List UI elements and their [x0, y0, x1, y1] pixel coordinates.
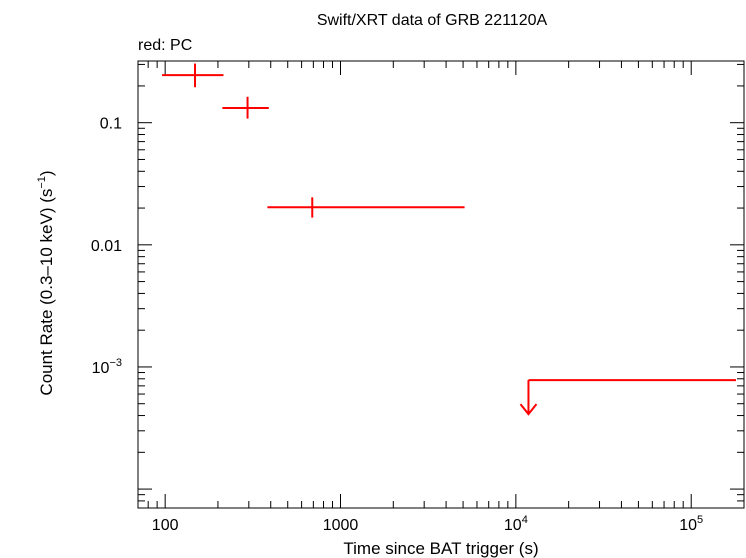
x-tick-label: 104	[504, 514, 528, 534]
x-tick-label: 1000	[323, 517, 359, 534]
data-marks	[162, 63, 736, 416]
y-tick-label: 10−3	[92, 357, 122, 377]
x-tick-label: 100	[152, 517, 179, 534]
x-axis-label: Time since BAT trigger (s)	[343, 539, 538, 558]
chart-subtitle: red: PC	[138, 37, 192, 54]
data-point	[162, 63, 224, 88]
x-tick-label: 105	[679, 514, 703, 534]
y-axis-label-main: Count Rate (0.3–10 keV) (s	[37, 189, 56, 396]
chart-title: Swift/XRT data of GRB 221120A	[317, 12, 548, 29]
data-point	[267, 197, 465, 218]
upper-limit-arrow-head	[519, 403, 538, 416]
y-axis-label: Count Rate (0.3–10 keV) (s−1)	[36, 170, 56, 395]
y-tick-label: 0.01	[91, 238, 122, 255]
y-tick-labels: 0.1 0.01 10−3	[91, 116, 122, 377]
data-point	[222, 96, 269, 119]
upper-limit	[519, 379, 736, 416]
y-axis-label-close: )	[37, 170, 56, 176]
x-tick-labels: 100 1000 104 105	[152, 514, 703, 534]
y-tick-label: 0.1	[100, 116, 122, 133]
plot-frame	[137, 60, 745, 509]
y-axis-label-exponent: −1	[36, 176, 48, 189]
axis-ticks	[137, 61, 745, 509]
